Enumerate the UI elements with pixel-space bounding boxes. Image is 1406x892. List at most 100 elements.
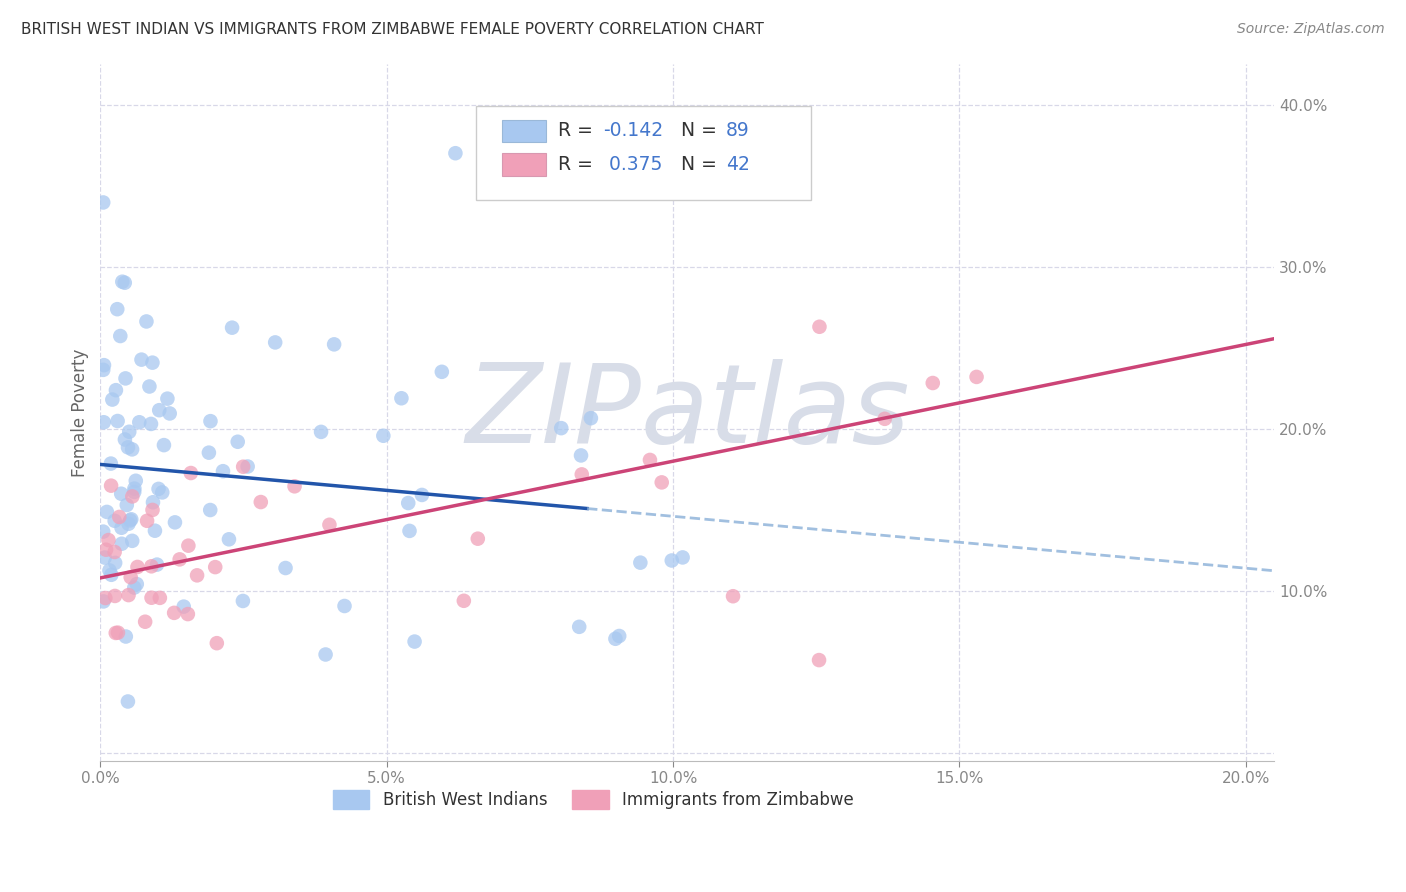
Point bbox=[173, 599, 195, 614]
Point bbox=[117, 694, 139, 708]
Text: BRITISH WEST INDIAN VS IMMIGRANTS FROM ZIMBABWE FEMALE POVERTY CORRELATION CHART: BRITISH WEST INDIAN VS IMMIGRANTS FROM Z… bbox=[21, 22, 763, 37]
Point bbox=[105, 302, 128, 317]
Point bbox=[120, 570, 142, 584]
Point bbox=[177, 539, 200, 553]
Point bbox=[114, 630, 136, 644]
Point bbox=[315, 648, 337, 662]
Point bbox=[110, 521, 132, 535]
Point bbox=[180, 466, 202, 480]
Text: 0.375: 0.375 bbox=[603, 155, 662, 174]
Y-axis label: Female Poverty: Female Poverty bbox=[72, 349, 89, 476]
Point bbox=[127, 560, 149, 574]
Point bbox=[149, 591, 172, 605]
Point bbox=[661, 553, 683, 567]
Point bbox=[141, 356, 163, 370]
Point bbox=[117, 588, 139, 602]
Point bbox=[117, 516, 139, 531]
Point bbox=[136, 514, 159, 528]
Point bbox=[467, 532, 489, 546]
Point bbox=[139, 417, 162, 431]
Point bbox=[143, 524, 166, 538]
Point bbox=[163, 516, 186, 530]
Point bbox=[121, 442, 143, 457]
Point bbox=[100, 457, 122, 471]
Point bbox=[135, 314, 157, 328]
Point bbox=[571, 467, 593, 482]
Point bbox=[212, 464, 235, 478]
Point bbox=[96, 505, 118, 519]
Point bbox=[104, 626, 127, 640]
Point bbox=[121, 533, 143, 548]
Point bbox=[94, 542, 117, 557]
Point bbox=[114, 433, 136, 447]
Text: R =: R = bbox=[558, 155, 599, 174]
Point bbox=[200, 503, 222, 517]
Point bbox=[159, 407, 181, 421]
Point bbox=[118, 425, 141, 439]
Point bbox=[104, 545, 127, 559]
Point bbox=[111, 537, 134, 551]
Text: N =: N = bbox=[682, 155, 723, 174]
FancyBboxPatch shape bbox=[477, 106, 811, 200]
Point bbox=[163, 606, 186, 620]
Point bbox=[318, 517, 340, 532]
Text: Source: ZipAtlas.com: Source: ZipAtlas.com bbox=[1237, 22, 1385, 37]
Point bbox=[94, 591, 117, 605]
Point bbox=[444, 146, 467, 161]
Point bbox=[97, 533, 120, 547]
Point bbox=[122, 484, 145, 499]
Point bbox=[309, 425, 332, 439]
Point bbox=[138, 379, 160, 393]
Point bbox=[430, 365, 453, 379]
Point bbox=[150, 485, 173, 500]
Point bbox=[391, 391, 413, 405]
Point bbox=[148, 403, 170, 417]
Point bbox=[128, 415, 150, 429]
Point bbox=[141, 503, 163, 517]
Point bbox=[125, 577, 148, 591]
Point bbox=[124, 581, 146, 595]
Point bbox=[808, 319, 831, 334]
Point bbox=[93, 594, 115, 608]
Point bbox=[404, 634, 426, 648]
Point bbox=[91, 363, 114, 377]
Point bbox=[134, 615, 156, 629]
Point bbox=[651, 475, 673, 490]
Point bbox=[104, 589, 127, 603]
Point bbox=[921, 376, 943, 390]
Point bbox=[120, 513, 142, 527]
Point bbox=[966, 370, 988, 384]
Point bbox=[141, 559, 163, 574]
Point bbox=[264, 335, 287, 350]
Point bbox=[104, 556, 127, 570]
Point bbox=[808, 653, 831, 667]
Point bbox=[100, 567, 122, 582]
Point bbox=[579, 411, 602, 425]
Point bbox=[333, 599, 356, 613]
Point bbox=[873, 412, 896, 426]
Text: R =: R = bbox=[558, 121, 599, 140]
Legend: British West Indians, Immigrants from Zimbabwe: British West Indians, Immigrants from Zi… bbox=[326, 783, 860, 815]
Point bbox=[148, 482, 170, 496]
Point bbox=[672, 550, 695, 565]
Point bbox=[628, 556, 651, 570]
Point bbox=[104, 383, 127, 397]
FancyBboxPatch shape bbox=[502, 153, 547, 176]
Point bbox=[721, 589, 744, 603]
Point bbox=[605, 632, 627, 646]
Point bbox=[156, 392, 179, 406]
Point bbox=[169, 552, 191, 566]
Point bbox=[550, 421, 572, 435]
Point bbox=[607, 629, 630, 643]
Point bbox=[453, 594, 475, 608]
Point bbox=[141, 591, 163, 605]
Point bbox=[411, 488, 433, 502]
Point bbox=[110, 329, 132, 343]
Point bbox=[121, 490, 143, 504]
Point bbox=[146, 558, 169, 572]
Point bbox=[117, 441, 139, 455]
Point bbox=[283, 479, 305, 493]
FancyBboxPatch shape bbox=[502, 120, 547, 142]
Point bbox=[568, 620, 591, 634]
Point bbox=[93, 415, 115, 429]
